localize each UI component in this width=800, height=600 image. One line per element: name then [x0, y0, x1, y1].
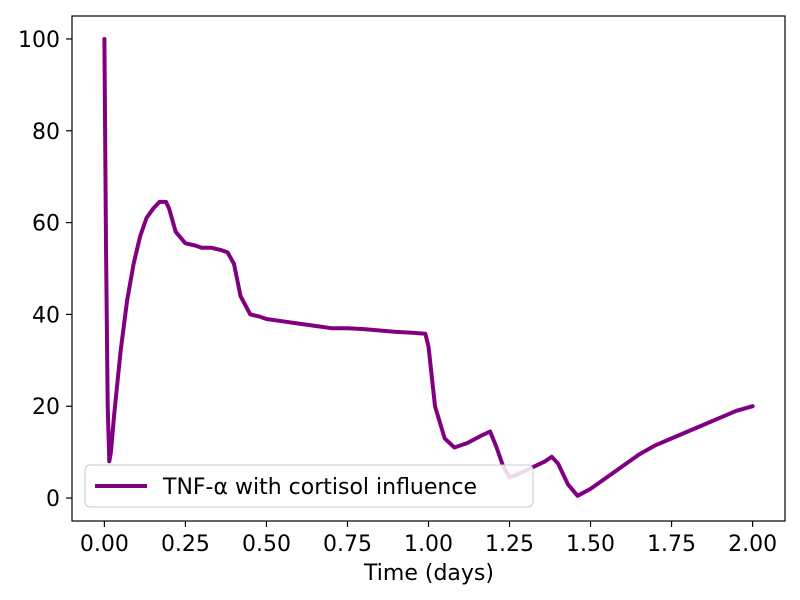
x-axis-ticks: 0.00 0.25 0.50 0.75 1.00 1.25 1.50 1.75 2.00 — [80, 521, 777, 557]
x-tick-label: 1.50 — [566, 532, 615, 557]
y-tick-label: 60 — [32, 212, 60, 237]
x-tick-label: 0.75 — [323, 532, 372, 557]
plot-area — [102, 37, 755, 498]
x-tick-label: 0.00 — [80, 532, 129, 557]
legend: TNF-α with cortisol influence — [84, 464, 534, 508]
x-tick-label: 0.50 — [242, 532, 291, 557]
x-tick-label: 1.00 — [404, 532, 453, 557]
y-tick-label: 100 — [18, 28, 60, 53]
x-tick-label: 1.25 — [485, 532, 534, 557]
x-axis-label: Time (days) — [363, 561, 494, 586]
legend-label: TNF-α with cortisol influence — [162, 475, 477, 500]
x-tick-label: 0.25 — [161, 532, 210, 557]
y-tick-label: 20 — [32, 395, 60, 420]
y-axis-ticks: 0 20 40 60 80 100 — [18, 28, 72, 512]
y-tick-label: 80 — [32, 120, 60, 145]
y-tick-label: 0 — [46, 487, 60, 512]
y-tick-label: 40 — [32, 303, 60, 328]
plot-frame — [71, 15, 786, 522]
x-tick-label: 1.75 — [647, 532, 696, 557]
series-line — [102, 37, 755, 498]
x-tick-label: 2.00 — [728, 532, 777, 557]
legend-box — [84, 464, 534, 508]
